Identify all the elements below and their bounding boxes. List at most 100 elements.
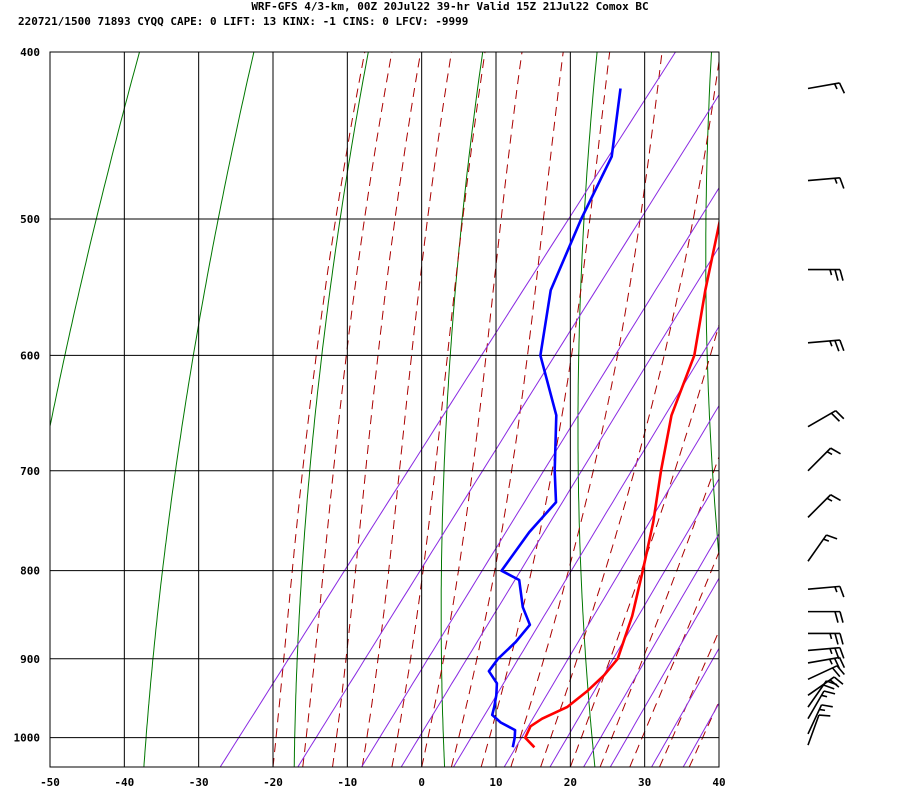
- wind-barb-feather: [834, 340, 840, 352]
- mixing-ratio-line: [503, 404, 719, 767]
- mixing-ratio-line: [453, 325, 719, 767]
- wind-barb: [807, 447, 841, 472]
- wind-barb-feather: [826, 680, 838, 686]
- wind-barb-half-feather: [829, 648, 833, 655]
- wind-barb-feather: [838, 82, 846, 94]
- moist-adiabat: [540, 57, 719, 767]
- x-tick-label: 30: [638, 776, 651, 789]
- moist-adiabat: [332, 52, 422, 767]
- wind-barb: [807, 665, 845, 681]
- wind-barb-staff: [807, 690, 825, 720]
- mixing-ratio-line: [583, 532, 719, 767]
- wind-barb-feather: [839, 339, 845, 352]
- dry-adiabat: [143, 52, 255, 767]
- x-tick-label: -10: [337, 776, 357, 789]
- y-tick-label: 600: [20, 349, 40, 362]
- wind-barb: [808, 632, 844, 645]
- wind-barb-half-feather: [833, 83, 838, 90]
- x-tick-label: -40: [114, 776, 134, 789]
- x-tick-label: 40: [712, 776, 725, 789]
- moist-adiabat: [510, 52, 663, 767]
- y-tick-label: 800: [20, 565, 40, 578]
- x-tick-label: 20: [564, 776, 577, 789]
- wind-barb-half-feather: [821, 694, 828, 698]
- wind-barb-feather: [833, 676, 844, 685]
- wind-barb-half-feather: [834, 177, 838, 184]
- wind-barb-staff: [807, 646, 840, 652]
- y-tick-label: 900: [20, 653, 40, 666]
- wind-barb-feather: [830, 494, 841, 502]
- wind-barb: [808, 268, 844, 281]
- wind-barb-half-feather: [826, 497, 833, 502]
- dry-adiabat: [577, 52, 598, 767]
- wind-barb-half-feather: [829, 633, 833, 640]
- wind-barb-staff: [807, 447, 832, 472]
- wind-barb-feather: [821, 704, 833, 708]
- moist-adiabat: [421, 52, 523, 767]
- wind-barb: [807, 585, 845, 598]
- wind-barb-feather: [831, 667, 841, 678]
- wind-barb-feather: [835, 410, 845, 420]
- wind-barb-half-feather: [829, 340, 833, 347]
- station-info: 220721/1500 71893 CYQQ CAPE: 0 LIFT: 13 …: [18, 15, 468, 28]
- y-tick-label: 500: [20, 213, 40, 226]
- dry-adiabat: [50, 52, 141, 429]
- dry-adiabat: [440, 52, 484, 767]
- dry-adiabat: [705, 52, 719, 562]
- y-tick-label: 1000: [14, 732, 41, 745]
- mixing-ratio-line: [297, 93, 719, 767]
- wind-barb: [807, 177, 845, 189]
- moist-adiabat: [361, 52, 453, 767]
- wind-barb: [807, 494, 841, 518]
- mixing-ratio-line: [651, 647, 719, 767]
- wind-barb: [807, 339, 845, 352]
- wind-barb-feather: [839, 586, 845, 598]
- wind-barb-feather: [826, 534, 838, 540]
- wind-barb-half-feather: [829, 269, 833, 276]
- mixing-ratio-line: [720, 52, 900, 767]
- wind-barb-staff: [807, 680, 828, 708]
- wind-barb: [807, 690, 836, 720]
- moist-adiabat: [302, 52, 393, 767]
- wind-barb: [807, 410, 845, 428]
- wind-barb: [808, 610, 844, 623]
- plot-frame: [49, 51, 720, 768]
- wind-barb-feather: [834, 633, 839, 645]
- wind-barb: [807, 82, 846, 94]
- wind-barb-staff: [807, 704, 823, 735]
- mixing-ratio-line: [682, 702, 719, 767]
- wind-barb-half-feather: [819, 708, 826, 712]
- wind-barb-staff: [807, 177, 840, 182]
- wind-barb-half-feather: [823, 538, 830, 542]
- wind-barb-feather: [836, 665, 845, 676]
- mixing-ratio-line: [400, 246, 719, 767]
- wind-barb-feather: [839, 611, 844, 623]
- wind-barb: [807, 534, 838, 562]
- background-lines: [50, 52, 900, 767]
- wind-barb-staff: [807, 339, 840, 344]
- temperature-line: [523, 218, 719, 749]
- wind-barb-feather: [823, 684, 835, 690]
- wind-barb-feather: [818, 714, 831, 717]
- mixing-ratio-line: [549, 477, 719, 767]
- wind-barb-staff: [807, 534, 828, 562]
- wind-barb-feather: [839, 633, 844, 645]
- x-tick-label: -20: [263, 776, 283, 789]
- dewpoint-line: [487, 88, 622, 748]
- wind-barb-feather: [834, 611, 839, 623]
- wind-barb-feather: [823, 690, 836, 695]
- x-tick-label: -50: [40, 776, 60, 789]
- moist-adiabat: [272, 52, 366, 767]
- moist-adiabat: [391, 52, 486, 767]
- profile-lines: [487, 88, 719, 749]
- y-tick-label: 700: [20, 465, 40, 478]
- moist-adiabat: [450, 52, 564, 767]
- moist-adiabat: [688, 700, 719, 767]
- mixing-ratio-line: [361, 186, 719, 767]
- wind-barb-feather: [830, 412, 841, 422]
- x-tick-label: -30: [189, 776, 209, 789]
- wind-barb: [807, 704, 833, 735]
- wind-barb-staff: [807, 82, 840, 90]
- wind-barb-half-feather: [834, 586, 838, 593]
- wind-barb-staff: [807, 585, 840, 590]
